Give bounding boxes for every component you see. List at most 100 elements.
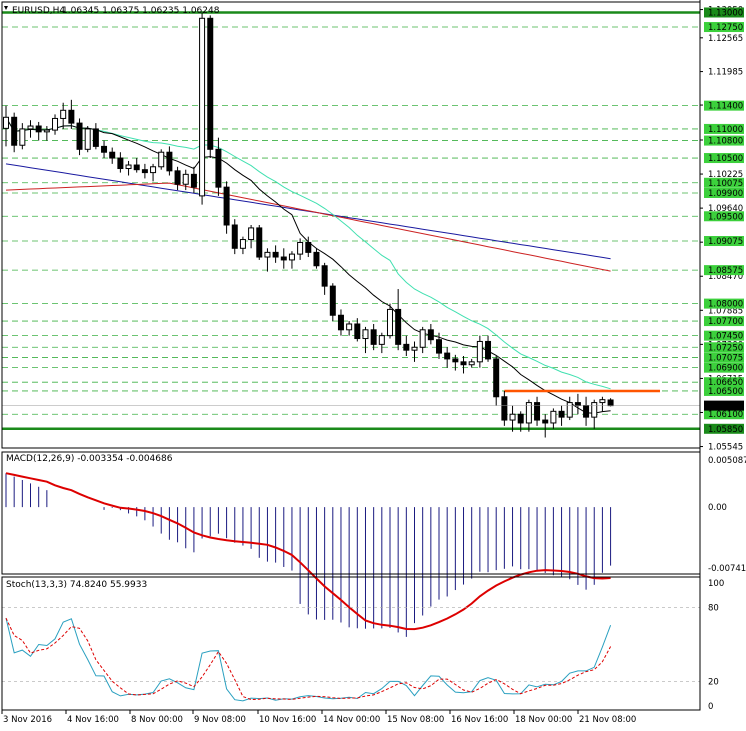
candle-body xyxy=(476,340,483,363)
price-tick-label: 1.12565 xyxy=(708,34,743,44)
time-tick-label: 10 Nov 16:00 xyxy=(259,715,316,725)
candle[interactable] xyxy=(84,126,91,153)
candle[interactable] xyxy=(509,405,516,432)
candle[interactable] xyxy=(207,15,214,159)
candle[interactable] xyxy=(150,163,157,182)
candle[interactable] xyxy=(215,137,222,196)
candle[interactable] xyxy=(101,140,108,159)
candle[interactable] xyxy=(141,163,148,179)
time-tick-label: 16 Nov 16:00 xyxy=(451,715,508,725)
candle[interactable] xyxy=(485,335,492,362)
candle[interactable] xyxy=(468,358,475,368)
candle[interactable] xyxy=(109,147,116,164)
candle[interactable] xyxy=(117,152,124,173)
candle[interactable] xyxy=(550,408,557,429)
candle[interactable] xyxy=(52,114,59,135)
candle[interactable] xyxy=(11,112,18,153)
candle[interactable] xyxy=(174,166,181,191)
macd-pane[interactable]: MACD(12,26,9) -0.003354 -0.004686 0.00508… xyxy=(5,454,746,637)
candle-body xyxy=(436,339,443,354)
candle[interactable] xyxy=(305,236,312,258)
collapse-arrow-icon[interactable] xyxy=(4,6,8,10)
candle[interactable] xyxy=(362,326,369,354)
candle[interactable] xyxy=(43,126,50,141)
candle[interactable] xyxy=(35,121,42,141)
candle[interactable] xyxy=(133,158,140,173)
candle[interactable] xyxy=(158,149,165,170)
level-price-label: 1.09500 xyxy=(708,212,743,222)
price-pane[interactable]: EURUSD,H41.06345 1.06375 1.06235 1.06248… xyxy=(2,6,744,453)
time-tick-label: 4 Nov 16:00 xyxy=(67,715,119,725)
candle[interactable] xyxy=(76,118,83,156)
candle-body xyxy=(566,402,573,418)
candle[interactable] xyxy=(566,396,573,421)
candle[interactable] xyxy=(395,289,402,351)
candle[interactable] xyxy=(558,405,565,426)
candle[interactable] xyxy=(591,399,598,429)
candle[interactable] xyxy=(199,12,206,205)
level-price-tag xyxy=(704,330,744,341)
candle-body xyxy=(452,358,459,363)
candle[interactable] xyxy=(60,102,67,129)
candle[interactable] xyxy=(92,123,99,150)
level-price-label: 1.06100 xyxy=(708,410,743,420)
candle[interactable] xyxy=(313,248,320,269)
candle[interactable] xyxy=(321,262,328,295)
candle[interactable] xyxy=(280,248,287,269)
candle[interactable] xyxy=(231,219,238,255)
price-tick-label: 1.09640 xyxy=(708,204,743,214)
candle[interactable] xyxy=(297,238,304,260)
candle[interactable] xyxy=(3,105,9,147)
candle[interactable] xyxy=(248,225,255,249)
level-price-tag xyxy=(704,265,744,276)
candle[interactable] xyxy=(19,123,26,150)
candle[interactable] xyxy=(337,309,344,336)
time-tick-label: 18 Nov 00:00 xyxy=(515,715,572,725)
candle[interactable] xyxy=(534,396,541,426)
candle[interactable] xyxy=(493,356,500,406)
candle[interactable] xyxy=(386,303,393,339)
candle-body xyxy=(264,251,271,258)
candle[interactable] xyxy=(354,318,361,342)
candle[interactable] xyxy=(525,399,532,432)
candle[interactable] xyxy=(223,181,230,234)
price-tick-label: 1.10225 xyxy=(708,170,743,180)
candle[interactable] xyxy=(288,251,295,269)
candle[interactable] xyxy=(256,225,263,260)
symbol-label: EURUSD,H4 xyxy=(12,6,65,16)
candle[interactable] xyxy=(27,120,34,138)
stoch-scale-label: 80 xyxy=(708,604,719,614)
candle[interactable] xyxy=(419,326,426,354)
candle[interactable] xyxy=(182,169,189,191)
candle[interactable] xyxy=(436,332,443,359)
level-price-label: 1.10800 xyxy=(708,137,743,147)
candle[interactable] xyxy=(346,321,353,336)
level-price-label: 1.07700 xyxy=(708,317,743,327)
candle[interactable] xyxy=(517,411,524,432)
candle[interactable] xyxy=(272,245,279,263)
candle[interactable] xyxy=(264,248,271,272)
candle[interactable] xyxy=(599,396,606,412)
candle[interactable] xyxy=(427,323,434,345)
candle[interactable] xyxy=(476,335,483,368)
candle[interactable] xyxy=(125,160,132,176)
candle[interactable] xyxy=(329,283,336,322)
candle[interactable] xyxy=(542,414,549,438)
candle[interactable] xyxy=(239,236,246,255)
candle[interactable] xyxy=(460,356,467,374)
candle[interactable] xyxy=(452,354,459,371)
candle[interactable] xyxy=(444,347,451,368)
candle[interactable] xyxy=(501,390,508,426)
candle[interactable] xyxy=(411,341,418,362)
candle[interactable] xyxy=(378,332,385,354)
time-tick-label: 14 Nov 00:00 xyxy=(323,715,380,725)
candle[interactable] xyxy=(190,166,197,193)
candle[interactable] xyxy=(68,99,75,129)
candle[interactable] xyxy=(370,323,377,351)
candle[interactable] xyxy=(166,146,173,176)
level-price-label: 1.05850 xyxy=(708,425,743,435)
stochastic-pane[interactable]: Stoch(13,3,3) 74.8240 55.9933 100 80 20 0 xyxy=(2,579,724,712)
candle[interactable] xyxy=(403,335,410,357)
pane-frames xyxy=(1,0,701,711)
